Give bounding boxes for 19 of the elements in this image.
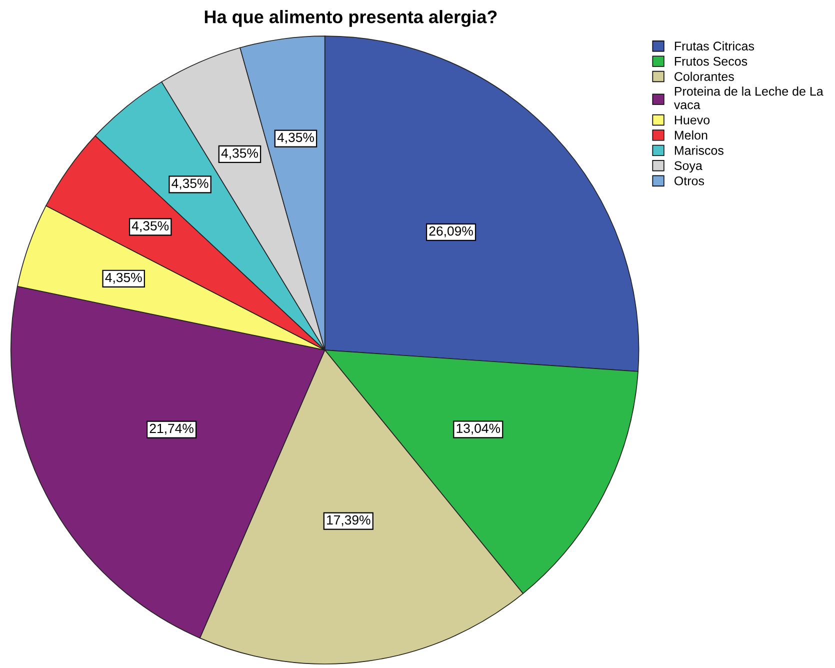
legend-label: Melon: [674, 130, 708, 140]
legend-label: Proteina de la Leche de La vaca: [674, 86, 824, 110]
data-label: 26,09%: [429, 226, 473, 238]
data-label: 4,35%: [132, 221, 169, 232]
legend-label: Soya: [674, 161, 702, 173]
legend-label: Colorantes: [674, 72, 734, 81]
data-label: 4,35%: [277, 132, 314, 144]
legend-label: Frutos Secos: [674, 56, 748, 66]
data-label: 4,35%: [172, 178, 208, 190]
data-label: 4,35%: [105, 272, 142, 284]
data-label: 21,74%: [150, 424, 194, 435]
legend-label: Otros: [674, 176, 704, 186]
data-label: 13,04%: [456, 424, 500, 435]
legend-label: Mariscos: [674, 146, 724, 155]
legend-label: Frutas Citricas: [674, 41, 754, 51]
legend-label: Huevo: [674, 116, 710, 124]
chart-title: Ha que alimento presenta alergia?: [204, 10, 497, 27]
data-label: 17,39%: [327, 515, 370, 526]
data-label: 4,35%: [221, 148, 258, 160]
